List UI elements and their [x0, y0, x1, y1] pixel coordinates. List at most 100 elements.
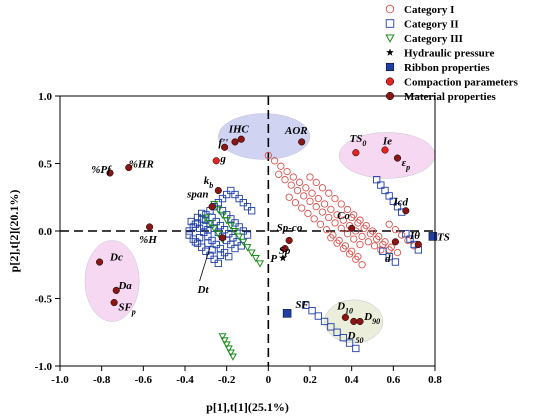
legend-label: Hydraulic pressure [404, 48, 494, 60]
data-point [210, 255, 218, 263]
y-tick-label: 1.0 [38, 91, 52, 103]
data-point [255, 260, 265, 268]
data-point [327, 205, 335, 214]
y-tick-label: 0.0 [38, 226, 52, 238]
data-point [325, 189, 333, 197]
data-point [343, 230, 352, 238]
data-point [350, 235, 358, 243]
point-label: Dt [197, 284, 210, 296]
data-point [208, 203, 216, 211]
point-label: %H [139, 234, 157, 246]
data-point [316, 220, 325, 228]
data-point [226, 349, 235, 357]
data-point [239, 238, 248, 247]
data-point [189, 235, 197, 243]
data-point [226, 222, 235, 230]
highlight-ellipse [218, 113, 311, 160]
data-point [352, 344, 360, 353]
data-point [385, 220, 393, 228]
data-point [302, 184, 310, 192]
legend-marker [385, 77, 395, 86]
data-point [251, 254, 260, 263]
data-point [191, 238, 200, 246]
data-point [208, 236, 216, 245]
data-point [320, 200, 329, 208]
data-point [298, 204, 306, 212]
data-point [214, 186, 222, 195]
data-point [285, 236, 293, 244]
data-point [227, 215, 235, 223]
data-point [352, 255, 360, 263]
data-point [312, 203, 320, 211]
y-tick-label: -0.5 [35, 294, 53, 306]
x-axis-title: p[1],t[1](25.1%) [206, 400, 289, 414]
data-point [212, 157, 220, 165]
data-point [381, 146, 389, 154]
data-point [381, 186, 389, 195]
data-point [218, 333, 227, 341]
data-point [96, 258, 104, 266]
data-point [333, 328, 341, 336]
point-label: %Pf [91, 164, 112, 176]
data-point [320, 317, 329, 326]
point-label: f'' [218, 137, 228, 149]
data-point [229, 234, 237, 242]
point-label: Sp-co [277, 222, 303, 234]
data-point [333, 239, 341, 247]
data-point [352, 149, 360, 157]
point-label: TS [437, 231, 450, 243]
data-point [214, 198, 222, 207]
legend-item: Hydraulic pressure [386, 48, 494, 60]
data-point [193, 239, 202, 247]
y-tick-label: -1.0 [35, 361, 53, 373]
data-point [216, 221, 225, 230]
data-point [227, 240, 235, 249]
data-point [348, 224, 356, 232]
data-point [306, 173, 314, 181]
data-point [385, 252, 393, 261]
data-point [287, 181, 295, 189]
series-material-properties [96, 135, 422, 326]
data-point [331, 219, 339, 227]
data-point [239, 227, 247, 235]
x-tick-label: -0.6 [135, 374, 153, 386]
data-point [308, 307, 316, 315]
data-point [414, 240, 422, 249]
data-point [393, 248, 402, 257]
point-label: Iθ [409, 230, 420, 242]
data-point [318, 184, 327, 192]
data-point [289, 173, 297, 181]
data-points [96, 135, 438, 361]
data-point [110, 299, 118, 307]
data-point [279, 254, 287, 262]
data-point [235, 194, 243, 203]
data-point [208, 213, 216, 222]
point-label: SF [295, 299, 309, 311]
point-label: Dc [109, 252, 123, 264]
point-label: D90 [363, 311, 380, 326]
data-point [200, 221, 208, 230]
data-point [314, 312, 322, 320]
point-label: SFp [118, 302, 135, 317]
data-point [225, 230, 233, 238]
point-label: Co [337, 210, 350, 222]
data-point [206, 251, 214, 259]
data-point [293, 186, 302, 195]
data-point [281, 176, 289, 184]
data-point [345, 250, 354, 258]
data-point [300, 192, 308, 200]
legend-label: Category II [404, 19, 459, 31]
point-label: AOR [284, 125, 308, 137]
data-point [318, 208, 327, 216]
point-label: D50 [347, 330, 364, 345]
data-point [339, 244, 347, 253]
data-point [348, 213, 356, 222]
legend-item: Ribbon properties [385, 62, 490, 74]
data-point [228, 353, 237, 361]
data-point [339, 334, 347, 342]
legend-label: Compaction parameters [404, 77, 519, 89]
data-point [220, 248, 229, 257]
data-point [281, 245, 289, 253]
data-point [306, 197, 314, 205]
data-point [214, 259, 222, 268]
